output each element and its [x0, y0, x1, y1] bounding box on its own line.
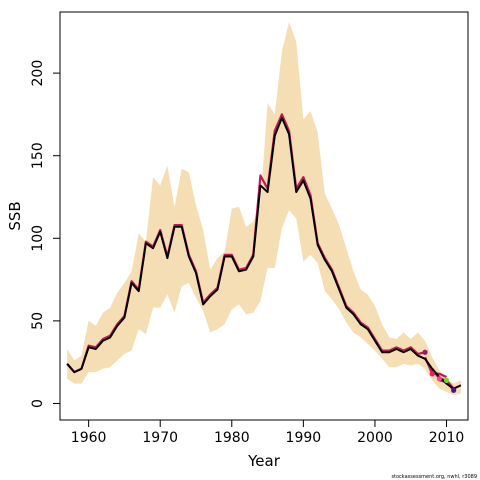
y-tick-label: 150 — [30, 142, 46, 169]
y-tick-label: 0 — [30, 399, 46, 408]
y-axis: 0 50 100 150 200 — [30, 60, 60, 408]
x-axis: 1960 1970 1980 1990 2000 2010 — [71, 419, 465, 446]
y-axis-title: SSB — [6, 201, 24, 230]
retro-point — [422, 349, 428, 355]
credit-note: stockassessment.org, nwhl, r3089 — [391, 474, 477, 480]
y-tick-label: 200 — [30, 60, 46, 87]
confidence-band — [67, 21, 461, 396]
retro-point — [443, 377, 450, 383]
retro-points-layer — [422, 349, 457, 393]
series-lines-layer — [66, 113, 462, 391]
x-tick-label: 1970 — [142, 430, 178, 446]
x-tick-label: 2010 — [429, 430, 465, 446]
x-tick-label: 2000 — [357, 430, 393, 446]
y-tick-label: 50 — [30, 312, 46, 330]
y-tick-label: 100 — [30, 225, 46, 252]
x-tick-label: 1990 — [286, 430, 322, 446]
confidence-band-layer — [67, 21, 461, 396]
x-tick-label: 1980 — [214, 430, 250, 446]
retro-point — [436, 376, 442, 382]
main-line — [66, 116, 462, 390]
x-tick-label: 1960 — [71, 430, 107, 446]
x-axis-title: Year — [247, 452, 281, 470]
retro-point — [451, 387, 457, 393]
retro-point — [429, 371, 435, 377]
